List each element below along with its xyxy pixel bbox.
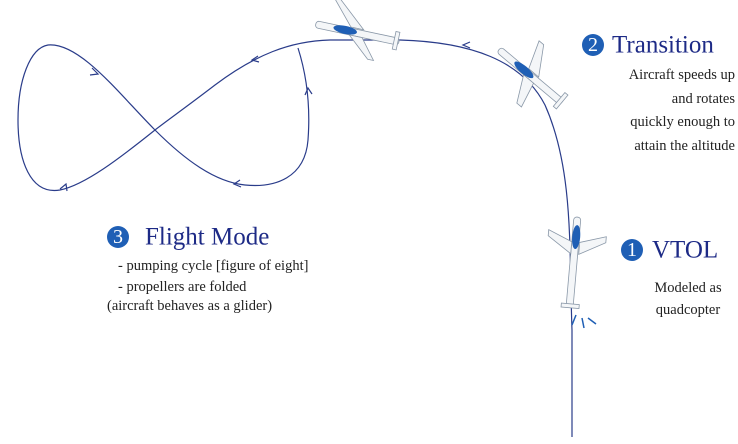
section-title: Transition bbox=[612, 32, 714, 59]
aircraft-vtol bbox=[542, 215, 608, 311]
flight-path bbox=[18, 40, 572, 437]
section-line: attain the altitude bbox=[634, 138, 735, 154]
section-line: Modeled as bbox=[654, 280, 722, 296]
propwash bbox=[572, 315, 596, 328]
section-number: 3 bbox=[113, 226, 123, 248]
section-title: VTOL bbox=[652, 237, 718, 264]
trajectory bbox=[18, 40, 572, 437]
aircraft-transition bbox=[480, 25, 583, 125]
section-line: and rotates bbox=[672, 91, 736, 107]
aircraft-top bbox=[311, 0, 405, 65]
section-line: - pumping cycle [figure of eight] bbox=[118, 258, 308, 274]
section-number: 2 bbox=[588, 34, 598, 56]
section-line: Aircraft speeds up bbox=[629, 67, 735, 83]
section-number: 1 bbox=[627, 239, 637, 261]
section-title: Flight Mode bbox=[145, 224, 269, 251]
arrows bbox=[60, 42, 470, 191]
section-line: - propellers are folded bbox=[118, 279, 247, 295]
section-line: (aircraft behaves as a glider) bbox=[107, 298, 272, 314]
section-line: quickly enough to bbox=[630, 114, 735, 130]
diagram: 2 Transition Aircraft speeds up and rota… bbox=[0, 0, 738, 444]
section-line: quadcopter bbox=[656, 302, 721, 318]
